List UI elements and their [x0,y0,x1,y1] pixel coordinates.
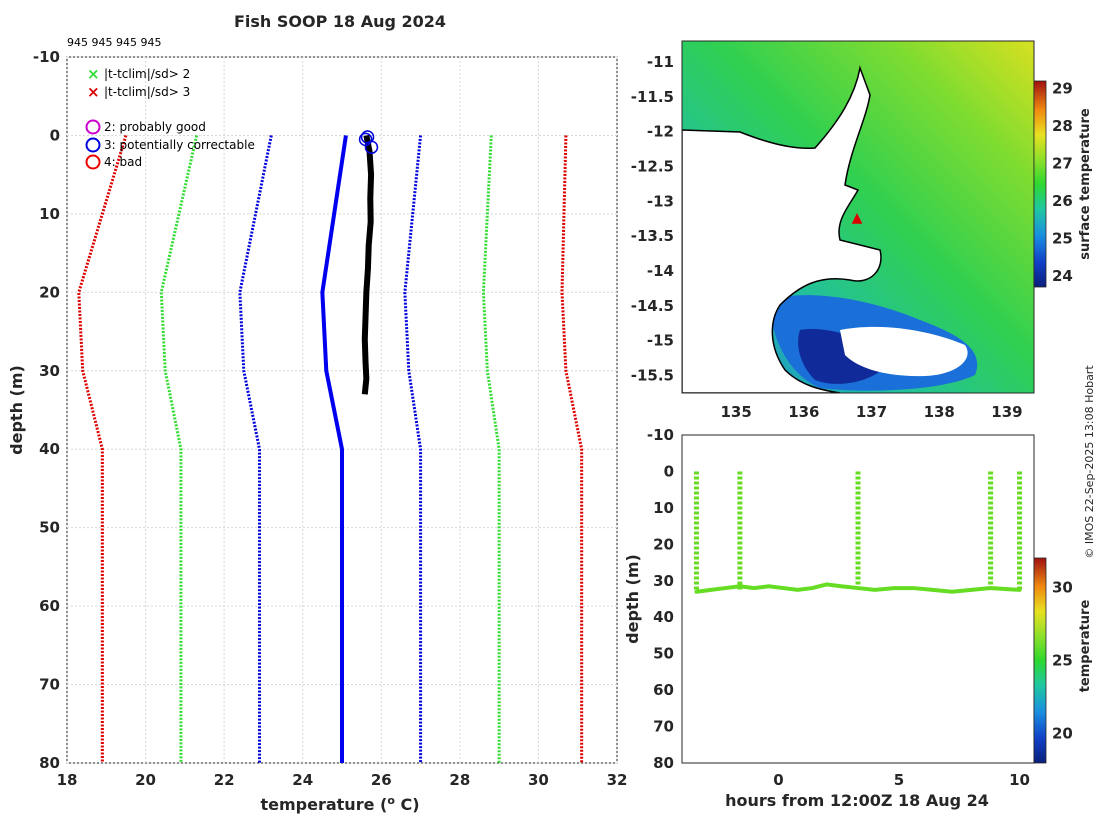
temp-colorbar-tick: 20 [1052,725,1073,743]
map-ytick: -14 [647,262,674,280]
map-xtick: 136 [788,403,819,421]
temp-colorbar-label: temperature [1078,600,1093,693]
ship-position-marker: ▲ [852,210,863,226]
map-xtick: 135 [720,403,751,421]
sst-colorbar-tick: 27 [1052,154,1073,172]
profile-ytick: 10 [39,205,60,223]
map-xtick: 138 [924,403,955,421]
profile-ytick: 40 [39,440,60,458]
sst-map-panel: ▲ 135 136 137 138 139 -11 -11.5 -12 -12.5 -13 -13… [631,40,1093,421]
depth-time-ytick: 30 [653,572,674,590]
depth-time-ytick: 60 [653,681,674,699]
profile-xtick: 28 [449,771,470,789]
clim-band--1sd [238,135,273,763]
map-ytick: -11 [647,53,674,71]
profile-xlabel: temperature (o C) [260,794,419,814]
credit: © IMOS 22-Sep-2025 13:08 Hobart [1083,365,1096,559]
map-xtick: 139 [991,403,1022,421]
profile-ytick: 50 [39,519,60,537]
legend: × |t-tclim|/sd> 2 × |t-tclim|/sd> 3 2: p… [85,65,255,170]
depth-time-ylabel: depth (m) [623,554,642,644]
legend-qc4-marker [85,154,101,170]
map-ytick: -12 [647,123,674,141]
sst-colorbar-tick: 24 [1052,267,1073,285]
legend-sd2-marker: × [87,65,100,83]
legend-sd2: |t-tclim|/sd> 2 [104,67,190,81]
profile-ytick: 70 [39,676,60,694]
depth-time-ytick: 20 [653,535,674,553]
depth-time-ytick: -10 [647,426,674,444]
clim-band-+2sd [481,135,501,763]
profile-xtick: 26 [371,771,392,789]
temp-colorbar-tick: 30 [1052,578,1073,596]
depth-time-ytick: 10 [653,499,674,517]
profile-panel: 18 20 22 24 26 28 30 32 -10 0 10 20 30 40 50 60 70 80 te… [7,48,627,814]
depth-time-xtick: 5 [894,771,904,789]
sst-colorbar-tick: 26 [1052,192,1073,210]
clim-band-+1sd [403,135,423,763]
map-ytick: -15 [647,332,674,350]
clim-band-+3sd [560,135,584,763]
depth-time-xtick: 0 [773,771,783,789]
sst-colorbar-tick: 25 [1052,229,1073,247]
qc-flag-3-marker [364,140,379,154]
map-ytick: -14.5 [631,297,674,315]
map-xtick: 137 [856,403,887,421]
legend-qc3-marker [85,137,101,153]
map-ytick: -11.5 [631,88,674,106]
legend-sd3-marker: × [87,83,100,101]
profile-xtick: 22 [214,771,235,789]
cloud-mask [840,326,968,377]
profile-ytick: 20 [39,283,60,301]
profile-xtick: 24 [292,771,313,789]
profile-xtick: 20 [135,771,156,789]
land [682,65,882,393]
map-ytick: -13.5 [631,227,674,245]
clim-band--2sd [159,135,199,763]
depth-time-ytick: 80 [653,754,674,772]
map-ytick: -12.5 [631,157,674,175]
temp-colorbar [1033,557,1047,764]
profile-xtick: 32 [607,771,628,789]
legend-qc2: 2: probably good [104,120,206,134]
sst-colorbar-tick: 28 [1052,117,1073,135]
observed-profile [361,134,375,395]
cold-core [798,329,890,384]
clim-mean-line [320,135,348,763]
profile-ytick: 60 [39,597,60,615]
profile-xtick: 18 [57,771,78,789]
depth-time-panel: 0 5 10 -10 0 10 20 30 40 50 60 70 80 hours from 12:… [623,426,1093,810]
profile-ytick: -10 [33,48,60,66]
depth-time-xlabel: hours from 12:00Z 18 Aug 24 [725,791,989,810]
sst-colorbar-label: surface temperature [1078,108,1093,260]
legend-sd3: |t-tclim|/sd> 3 [104,85,190,99]
map-ytick: -13 [647,192,674,210]
clim-band--3sd [77,135,128,763]
profile-ylabel: depth (m) [7,365,26,455]
legend-qc4: 4: bad [104,155,142,169]
profile-ytick: 0 [50,126,60,144]
depth-time-xtick: 10 [1009,771,1030,789]
legend-qc3: 3: potentially correctable [104,138,255,152]
depth-time-ytick: 70 [653,718,674,736]
depth-time-ytick: 40 [653,608,674,626]
sst-colorbar [1033,80,1047,288]
depth-time-ytick: 0 [664,462,674,480]
profile-xtick: 30 [528,771,549,789]
legend-qc2-marker [85,119,101,135]
cast-ids: 945 945 945 945 [67,36,161,49]
chart-title: Fish SOOP 18 Aug 2024 [234,12,446,31]
map-ytick: -15.5 [631,367,674,385]
sst-colorbar-tick: 29 [1052,79,1073,97]
depth-time-ytick: 50 [653,645,674,663]
profile-ytick: 80 [39,754,60,772]
temp-colorbar-tick: 25 [1052,652,1073,670]
profile-ytick: 30 [39,362,60,380]
